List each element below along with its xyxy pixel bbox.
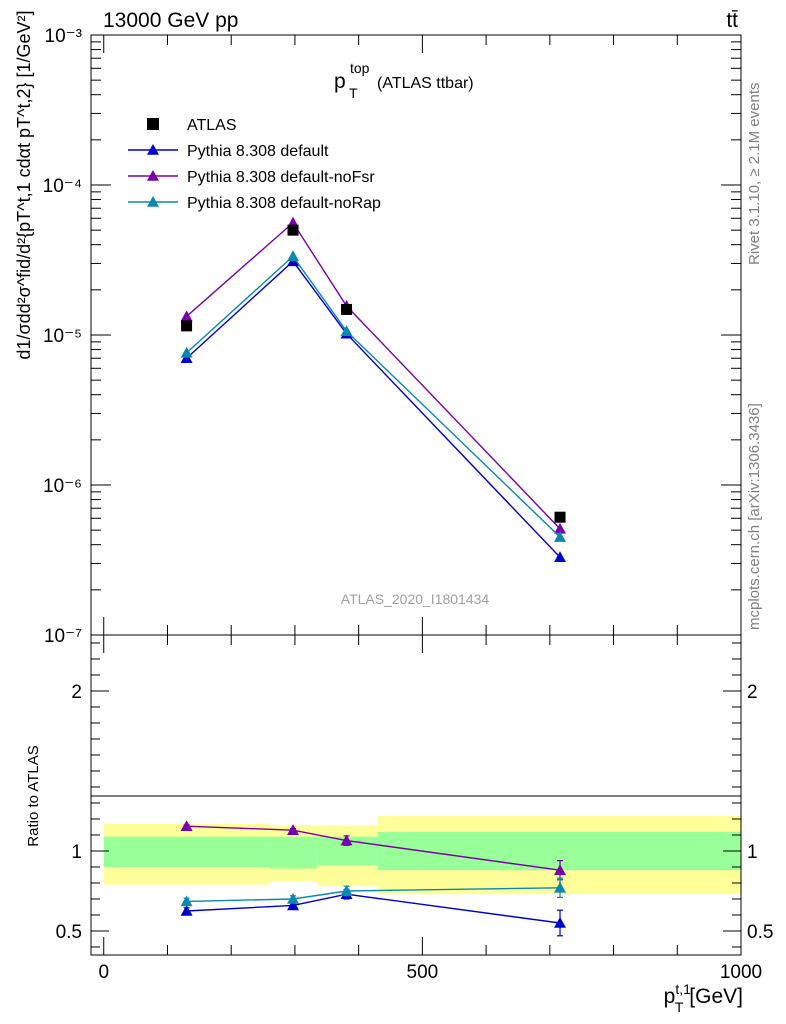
x-axis-label-part: p <box>664 985 676 1008</box>
ratio-axis-ticks: 0.5 0.5 1 1 2 2 0 500 1000 <box>56 635 773 983</box>
main-series-marker <box>554 522 567 534</box>
title-suffix: (ATLAS ttbar) <box>377 75 474 92</box>
ratio-series-marker <box>554 864 567 875</box>
main-y-tick-label: 10⁻⁴ <box>43 176 82 197</box>
main-series-line <box>186 255 561 538</box>
legend-marker <box>147 196 159 207</box>
main-series-group <box>180 216 567 563</box>
ratio-uncertainty-bands <box>103 815 741 895</box>
ratio-series-marker <box>287 893 300 904</box>
main-series-marker <box>554 551 567 563</box>
title-sub: T <box>349 85 358 101</box>
ratio-band-inner <box>377 831 741 871</box>
ratio-series-marker <box>340 885 353 896</box>
ratio-series-marker <box>554 917 567 928</box>
ratio-frame <box>90 634 742 956</box>
title-main: p <box>334 70 346 93</box>
x-tick-label: 1000 <box>720 962 762 983</box>
ratio-series-group <box>180 820 567 937</box>
ratio-y-tick-label: 0.5 <box>56 922 82 943</box>
ratio-y-axis-label: Ratio to ATLAS <box>25 745 42 846</box>
legend-marker <box>147 170 159 181</box>
ratio-series-marker <box>554 881 567 893</box>
legend-label: Pythia 8.308 default-noFsr <box>187 169 375 186</box>
main-series-marker <box>180 310 193 322</box>
main-series-marker <box>554 531 567 542</box>
ratio-y-tick-label-right: 1 <box>747 842 758 863</box>
main-series-marker <box>287 250 300 262</box>
main-series-marker <box>340 325 353 337</box>
ratio-panel: 0.5 0.5 1 1 2 2 0 500 1000 Ratio to ATLAS pt,1 T … <box>25 634 773 1015</box>
legend-label: Pythia 8.308 default-noRap <box>187 195 381 212</box>
main-axis-ticks: 10⁻³ 10⁻⁴ 10⁻⁵ 10⁻⁶ 10⁻⁷ <box>43 26 742 647</box>
main-series-line <box>186 221 561 530</box>
data-point-marker <box>554 511 566 523</box>
legend-label: Pythia 8.308 default <box>187 143 329 160</box>
ratio-y-tick-label-right: 0.5 <box>747 922 773 943</box>
legend: ATLAS Pythia 8.308 default Pythia 8.308 de… <box>128 117 381 212</box>
data-point-marker <box>341 303 353 315</box>
legend-marker-atlas <box>147 118 159 130</box>
x-axis-label-text: pt,1 T [GeV] <box>664 981 743 1015</box>
ratio-series-marker <box>180 905 193 916</box>
ratio-band-inner <box>269 836 318 869</box>
legend-marker <box>147 144 159 155</box>
main-y-tick-label: 10⁻⁵ <box>43 326 82 347</box>
ratio-series-marker <box>180 820 193 831</box>
ratio-y-tick-label-right: 2 <box>747 682 758 703</box>
x-tick-label: 0 <box>98 962 109 983</box>
ratio-series-marker <box>287 899 300 911</box>
data-point-marker <box>287 224 299 236</box>
main-y-tick-label: 10⁻³ <box>45 26 83 47</box>
ratio-series-line <box>186 887 561 903</box>
ratio-series-line <box>186 825 561 871</box>
x-axis-label-part: t,1 <box>675 981 691 997</box>
main-y-tick-label: 10⁻⁶ <box>43 476 82 497</box>
x-tick-label: 500 <box>407 962 439 983</box>
main-series-marker <box>180 346 193 358</box>
analysis-label: ATLAS_2020_I1801434 <box>341 591 490 607</box>
x-axis-label-part: [GeV] <box>683 985 743 1008</box>
x-axis-label-part: T <box>675 999 684 1015</box>
data-point-marker <box>181 320 193 332</box>
main-y-axis-label: d1/σdd²σ^fid/d²{pT^t,1 cdαt pT^t,2} [1/G… <box>14 10 34 359</box>
ratio-series-marker <box>340 834 353 846</box>
ratio-y-tick-label: 1 <box>71 842 82 863</box>
main-title: p top T (ATLAS ttbar) <box>334 60 474 101</box>
ratio-y-tick-label: 2 <box>71 682 82 703</box>
legend-label: ATLAS <box>187 117 237 134</box>
mcplots-label: mcplots.cern.ch [arXiv:1306.3436] <box>746 403 763 630</box>
ratio-series-line <box>186 893 561 924</box>
main-series-line <box>186 260 561 558</box>
main-y-tick-label: 10⁻⁷ <box>44 626 82 647</box>
rivet-label: Rivet 3.1.10, ≥ 2.1M events <box>746 83 763 266</box>
x-axis-label: pt,1 T [GeV] <box>664 981 743 1015</box>
ratio-band-inner <box>103 836 270 867</box>
process-label: tt̄ <box>726 9 738 32</box>
energy-label: 13000 GeV pp <box>103 9 238 32</box>
ratio-series-marker <box>180 895 193 907</box>
title-sup: top <box>350 60 370 76</box>
main-panel: 10⁻³ 10⁻⁴ 10⁻⁵ 10⁻⁶ 10⁻⁷ p top T (ATLAS ttba… <box>14 10 742 647</box>
ratio-series-marker <box>287 824 300 835</box>
